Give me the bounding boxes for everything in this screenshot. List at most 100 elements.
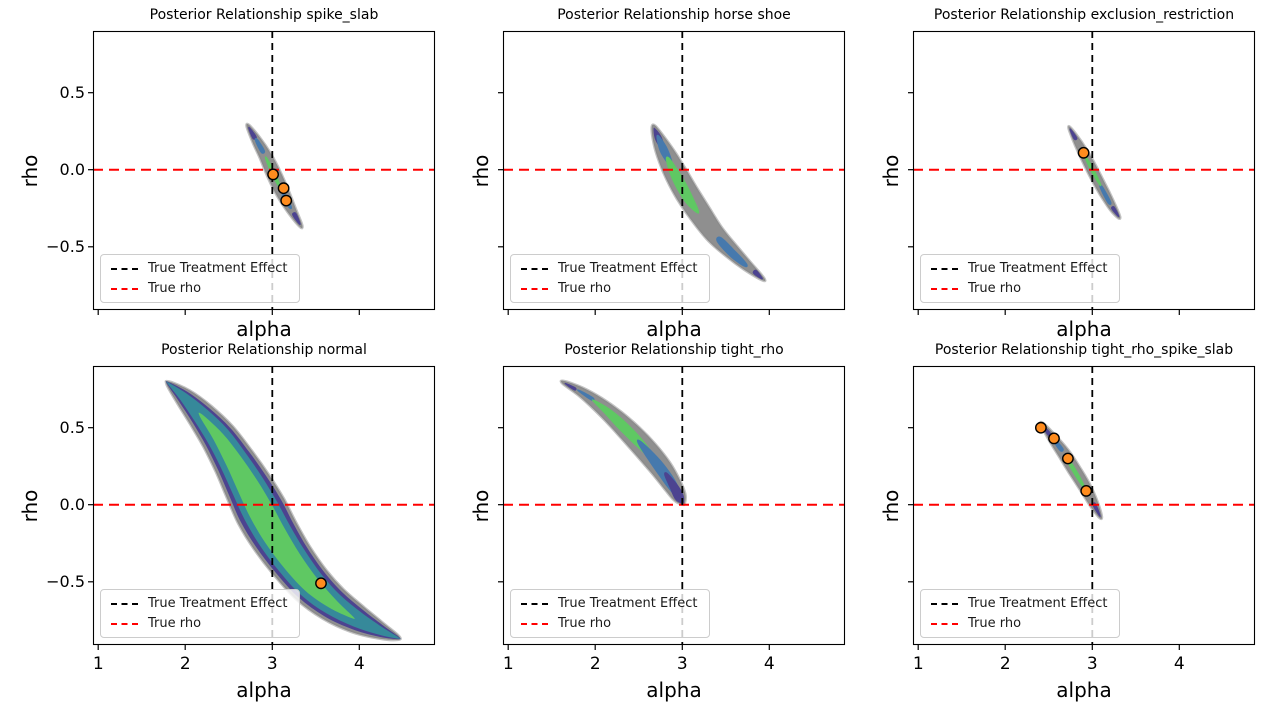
legend-item: True Treatment Effect xyxy=(521,261,697,276)
x-tick-label: 2 xyxy=(999,654,1011,674)
contour-band-purple xyxy=(1069,128,1078,141)
subplot-title: Posterior Relationship horse shoe xyxy=(557,7,791,23)
legend-item: True Treatment Effect xyxy=(931,596,1107,611)
y-axis-label: rho xyxy=(18,154,42,187)
posterior-draw-point xyxy=(315,577,327,590)
contour-band-blue xyxy=(716,236,748,268)
contour-band-blue xyxy=(1099,184,1112,206)
y-axis-label: rho xyxy=(879,489,903,522)
x-axis-label: alpha xyxy=(646,317,702,341)
x-tick-label: 1 xyxy=(502,654,514,674)
subplot-title: Posterior Relationship tight_rho_spike_s… xyxy=(934,342,1234,358)
legend-swatch-true-rho xyxy=(111,622,138,625)
subplot-title: Posterior Relationship normal xyxy=(161,342,367,358)
posterior-draw-point xyxy=(1077,146,1090,159)
axes-frame xyxy=(502,30,846,311)
subplot-horse_shoe: Posterior Relationship horse shoe alpha rh… xyxy=(469,7,846,341)
legend: True Treatment Effect True rho xyxy=(100,254,301,303)
kde-contour-bands xyxy=(1067,124,1122,221)
posterior-draw-point xyxy=(1035,421,1047,434)
contour-band-purple xyxy=(292,212,301,226)
legend-label: True Treatment Effect xyxy=(558,261,698,276)
kde-contour-plot-spike_slab xyxy=(88,30,436,315)
legend-item: True Treatment Effect xyxy=(521,596,697,611)
contour-band-purple xyxy=(1092,502,1101,517)
kde-contour-bands xyxy=(650,123,767,283)
legend-item: True Treatment Effect xyxy=(111,261,287,276)
legend-label: True rho xyxy=(148,281,202,296)
subplot-normal: Posterior Relationship normal 1 2 3 4 0.5 0.0 −… xyxy=(18,342,436,702)
legend-item: True Treatment Effect xyxy=(931,261,1107,276)
x-axis-label: alpha xyxy=(236,317,292,341)
x-axis-label: alpha xyxy=(236,678,292,702)
y-tick-label: −0.5 xyxy=(46,236,85,256)
legend: True Treatment Effect True rho xyxy=(100,589,301,638)
y-axis-label: rho xyxy=(469,154,493,187)
y-tick-label: 0.5 xyxy=(59,417,85,437)
kde-contour-bands xyxy=(559,379,687,507)
x-tick-label: 3 xyxy=(1086,654,1098,674)
posterior-draw-point xyxy=(277,182,290,195)
legend-swatch-true-rho xyxy=(931,287,958,290)
x-tick-label: 3 xyxy=(676,654,688,674)
subplot-exclusion_restriction: Posterior Relationship exclusion_restric… xyxy=(879,7,1256,341)
legend-swatch-true-treatment-effect xyxy=(931,267,958,270)
legend-label: True rho xyxy=(968,281,1022,296)
posterior-draw-point xyxy=(267,168,280,181)
y-axis-label: rho xyxy=(879,154,903,187)
axes-frame xyxy=(92,30,436,311)
contour-band-blue xyxy=(254,137,266,154)
y-axis-label: rho xyxy=(469,489,493,522)
posterior-draw-point xyxy=(1061,452,1074,465)
legend-swatch-true-rho xyxy=(111,287,138,290)
legend-item: True Treatment Effect xyxy=(111,596,287,611)
x-tick-label: 1 xyxy=(912,654,924,674)
y-tick-label: 0.0 xyxy=(59,159,85,179)
axes-frame xyxy=(502,365,846,646)
axes-frame xyxy=(912,365,1256,646)
legend-label: True Treatment Effect xyxy=(968,596,1108,611)
x-tick-label: 4 xyxy=(353,654,365,674)
legend-swatch-true-treatment-effect xyxy=(111,267,138,270)
subplot-tight_rho: Posterior Relationship tight_rho 1 2 3 4 alph… xyxy=(469,342,846,702)
legend: True Treatment Effect True rho xyxy=(920,254,1121,303)
subplot-spike_slab: Posterior Relationship spike_slab 0.5 0.0 −… xyxy=(18,7,436,341)
contour-band-purple xyxy=(752,269,763,280)
contour-band-blue xyxy=(576,389,595,401)
legend-label: True rho xyxy=(148,616,202,631)
contour-band-gray xyxy=(650,123,767,283)
legend-swatch-true-treatment-effect xyxy=(111,602,138,605)
legend: True Treatment Effect True rho xyxy=(510,589,711,638)
contour-band-green xyxy=(198,412,355,619)
legend-swatch-true-rho xyxy=(521,287,548,290)
legend-label: True Treatment Effect xyxy=(148,261,288,276)
x-axis-label: alpha xyxy=(1056,317,1112,341)
legend-item: True rho xyxy=(931,281,1107,296)
contour-band-purple xyxy=(664,472,685,504)
kde-contour-bands xyxy=(164,379,402,642)
legend-swatch-true-treatment-effect xyxy=(521,267,548,270)
legend: True Treatment Effect True rho xyxy=(510,254,711,303)
legend-item: True rho xyxy=(521,281,697,296)
kde-contour-plot-tight_rho xyxy=(498,365,846,650)
contour-band-green xyxy=(665,156,700,214)
kde-contour-plot-horse_shoe xyxy=(498,30,846,315)
legend-item: True rho xyxy=(931,616,1107,631)
subplot-title: Posterior Relationship spike_slab xyxy=(149,7,379,23)
axes-frame xyxy=(92,365,436,646)
kde-contour-plot-normal xyxy=(88,365,436,650)
x-tick-label: 1 xyxy=(92,654,104,674)
y-tick-label: 0.0 xyxy=(59,494,85,514)
contour-band-purple xyxy=(564,382,577,391)
legend-label: True Treatment Effect xyxy=(968,261,1108,276)
x-tick-label: 2 xyxy=(589,654,601,674)
x-tick-label: 4 xyxy=(763,654,775,674)
legend-swatch-true-treatment-effect xyxy=(521,602,548,605)
contour-band-purple xyxy=(1111,206,1120,218)
subplot-tight_rho_spike_slab: Posterior Relationship tight_rho_spike_s… xyxy=(879,342,1256,702)
y-axis-label: rho xyxy=(18,489,42,522)
posterior-draw-point xyxy=(1080,485,1093,497)
x-tick-label: 2 xyxy=(179,654,191,674)
x-axis-label: alpha xyxy=(1056,678,1112,702)
posterior-draw-point xyxy=(280,194,293,207)
